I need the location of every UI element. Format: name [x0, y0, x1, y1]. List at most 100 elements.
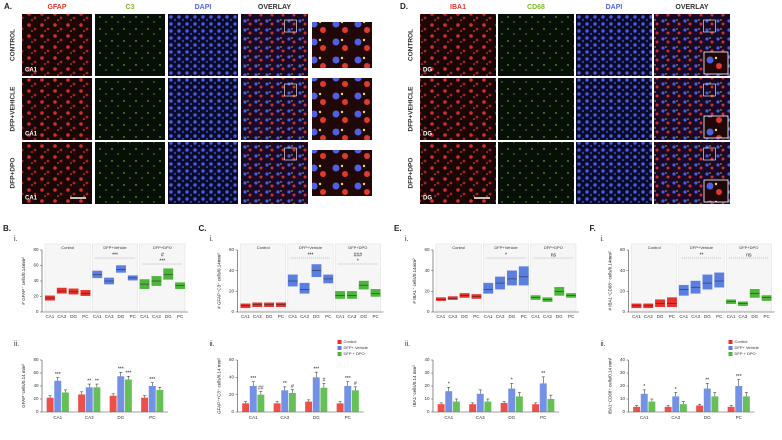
group-label: Control — [648, 245, 661, 250]
micrograph — [22, 142, 92, 204]
micrograph — [498, 78, 574, 140]
bar — [281, 390, 289, 412]
region-label: DG — [423, 196, 432, 202]
bar — [257, 394, 265, 412]
box — [435, 297, 446, 301]
group-frame — [139, 243, 186, 312]
x-tick-label: CA1 — [640, 415, 649, 420]
bar — [242, 403, 250, 412]
x-tick-label: CA3 — [280, 415, 289, 420]
column-header: OVERLAY — [675, 4, 709, 11]
column-header: CD68 — [527, 4, 545, 11]
x-tick-label: PC — [372, 314, 379, 319]
column-header: OVERLAY — [258, 4, 292, 11]
significance: *** — [112, 252, 118, 258]
x-tick-label: PC — [345, 415, 352, 420]
part-label: i. — [210, 236, 214, 243]
bar — [351, 390, 359, 412]
bar — [703, 388, 711, 412]
group-frame — [435, 243, 482, 312]
group-label: DFP+DPO — [739, 245, 758, 250]
x-tick-label: PC — [177, 314, 184, 319]
region-label: DG — [423, 132, 432, 138]
bar — [344, 386, 352, 412]
zoom-inset — [703, 115, 729, 139]
significance: *** — [159, 258, 165, 264]
roi-box — [703, 19, 716, 33]
significance: ** — [541, 371, 545, 377]
bar — [288, 392, 296, 412]
box — [483, 282, 494, 294]
box — [370, 289, 381, 297]
y-tick-label: 60 — [229, 247, 235, 252]
significance: *** — [55, 372, 61, 378]
panel-label: D. — [400, 2, 408, 11]
box — [447, 296, 458, 300]
bar — [679, 404, 687, 412]
legend-label: Control — [344, 339, 357, 344]
significance: # — [354, 381, 357, 387]
micrograph — [420, 78, 496, 140]
x-tick-label: CA3 — [671, 415, 680, 420]
x-tick-label: DG — [118, 314, 125, 319]
bar — [484, 401, 492, 412]
region-label: CA1 — [25, 196, 38, 202]
group-label: DFP+DPO — [544, 245, 563, 250]
micrograph — [576, 78, 652, 140]
bar — [141, 397, 149, 412]
significance: *** — [118, 367, 124, 373]
y-axis-label: GFAP⁺+C3⁺ cells/0.14 mm² — [217, 358, 222, 414]
x-tick-label: DG — [461, 314, 468, 319]
x-tick-label: PC — [473, 314, 480, 319]
x-tick-label: CA1 — [679, 314, 688, 319]
x-tick-label: DG — [313, 314, 320, 319]
legend-swatch — [337, 346, 342, 350]
significance: ### — [354, 252, 363, 258]
box — [92, 270, 103, 279]
y-tick-label: 60 — [424, 247, 430, 252]
y-tick-label: 40 — [424, 357, 430, 362]
group-label: DFP+DPO — [153, 245, 172, 250]
column-header: GFAP — [47, 4, 66, 11]
bar — [742, 396, 750, 412]
bar — [476, 393, 484, 412]
y-tick-label: 20 — [33, 294, 39, 299]
x-tick-label: CA1 — [93, 314, 102, 319]
micrograph — [95, 14, 165, 76]
bar — [469, 404, 477, 412]
x-tick-label: DG — [313, 415, 320, 420]
part-label: i. — [601, 236, 605, 243]
x-tick-label: CA3 — [644, 314, 653, 319]
row-label: CONTROL — [10, 29, 17, 61]
bar — [93, 387, 101, 412]
micrograph — [420, 142, 496, 204]
y-tick-label: 60 — [229, 357, 235, 362]
box — [56, 287, 67, 294]
x-tick-label: PC — [568, 314, 575, 319]
y-tick-label: 0 — [622, 309, 625, 314]
bar — [532, 404, 540, 412]
x-tick-label: CA1 — [288, 314, 297, 319]
group-label: DFP+Vehicle — [690, 245, 714, 250]
group-label: DFP+Vehicle — [103, 245, 127, 250]
y-tick-label: 10 — [620, 396, 626, 401]
x-tick-label: DG — [704, 415, 711, 420]
y-tick-label: 20 — [424, 289, 430, 294]
significance: * — [505, 252, 507, 258]
micrograph — [168, 142, 238, 204]
y-tick-label: 0 — [622, 409, 625, 414]
micrograph — [576, 14, 652, 76]
y-tick-label: 30 — [424, 370, 430, 375]
roi-box — [703, 83, 716, 97]
y-tick-label: 40 — [33, 278, 39, 283]
x-tick-label: PC — [716, 314, 723, 319]
x-tick-label: CA3 — [253, 314, 262, 319]
legend-label: DFP + DPO — [735, 351, 756, 356]
significance: *** — [308, 252, 314, 258]
x-tick-label: CA3 — [105, 314, 114, 319]
box — [655, 299, 666, 308]
significance: ns — [551, 252, 557, 258]
micrograph — [498, 14, 574, 76]
y-tick-label: 10 — [424, 396, 430, 401]
significance: *** — [125, 371, 131, 377]
